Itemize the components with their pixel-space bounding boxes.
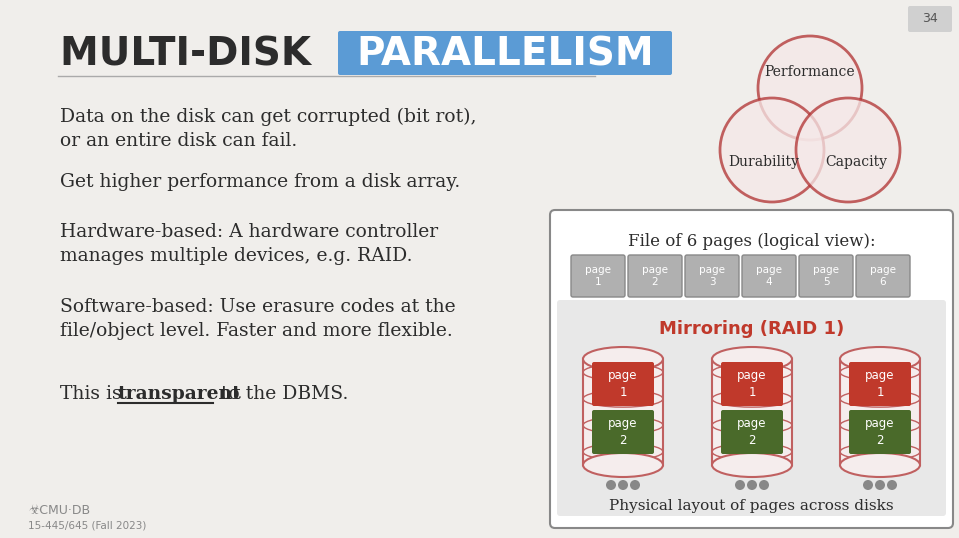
Text: page
2: page 2 bbox=[865, 417, 895, 447]
Text: to the DBMS.: to the DBMS. bbox=[215, 385, 348, 403]
Text: This is: This is bbox=[60, 385, 128, 403]
Text: page
1: page 1 bbox=[585, 265, 611, 287]
FancyBboxPatch shape bbox=[338, 31, 672, 75]
FancyBboxPatch shape bbox=[571, 255, 625, 297]
FancyBboxPatch shape bbox=[856, 255, 910, 297]
Circle shape bbox=[618, 480, 628, 490]
Text: page
4: page 4 bbox=[756, 265, 782, 287]
FancyBboxPatch shape bbox=[742, 255, 796, 297]
Circle shape bbox=[863, 480, 873, 490]
Circle shape bbox=[796, 98, 900, 202]
Text: Software-based: Use erasure codes at the
file/object level. Faster and more flex: Software-based: Use erasure codes at the… bbox=[60, 298, 456, 339]
Circle shape bbox=[606, 480, 616, 490]
Text: page
1: page 1 bbox=[608, 370, 638, 399]
FancyBboxPatch shape bbox=[592, 362, 654, 406]
FancyBboxPatch shape bbox=[550, 210, 953, 528]
FancyBboxPatch shape bbox=[583, 359, 663, 465]
Text: Durability: Durability bbox=[729, 155, 800, 169]
Ellipse shape bbox=[840, 453, 920, 477]
Text: transparent: transparent bbox=[118, 385, 242, 403]
FancyBboxPatch shape bbox=[799, 255, 853, 297]
Text: 34: 34 bbox=[923, 12, 938, 25]
Text: page
2: page 2 bbox=[608, 417, 638, 447]
Text: File of 6 pages (logical view):: File of 6 pages (logical view): bbox=[628, 233, 876, 250]
Text: PARALLELISM: PARALLELISM bbox=[356, 36, 654, 74]
FancyBboxPatch shape bbox=[849, 410, 911, 454]
Ellipse shape bbox=[712, 347, 792, 371]
FancyBboxPatch shape bbox=[592, 410, 654, 454]
Circle shape bbox=[875, 480, 885, 490]
Text: page
1: page 1 bbox=[865, 370, 895, 399]
FancyBboxPatch shape bbox=[712, 359, 792, 465]
Text: Mirroring (RAID 1): Mirroring (RAID 1) bbox=[659, 320, 844, 338]
Text: Capacity: Capacity bbox=[825, 155, 887, 169]
Text: page
2: page 2 bbox=[737, 417, 767, 447]
Text: page
2: page 2 bbox=[642, 265, 668, 287]
Text: page
6: page 6 bbox=[870, 265, 896, 287]
Circle shape bbox=[758, 36, 862, 140]
Circle shape bbox=[735, 480, 745, 490]
FancyBboxPatch shape bbox=[685, 255, 739, 297]
Text: 15-445/645 (Fall 2023): 15-445/645 (Fall 2023) bbox=[28, 520, 147, 530]
Ellipse shape bbox=[583, 453, 663, 477]
Ellipse shape bbox=[583, 347, 663, 371]
Circle shape bbox=[887, 480, 897, 490]
Ellipse shape bbox=[712, 453, 792, 477]
Circle shape bbox=[630, 480, 640, 490]
FancyBboxPatch shape bbox=[557, 300, 946, 516]
Text: Performance: Performance bbox=[764, 65, 855, 79]
FancyBboxPatch shape bbox=[721, 410, 783, 454]
Text: MULTI-DISK: MULTI-DISK bbox=[60, 36, 324, 74]
Text: Data on the disk can get corrupted (bit rot),
or an entire disk can fail.: Data on the disk can get corrupted (bit … bbox=[60, 108, 477, 150]
Text: Hardware-based: A hardware controller
manages multiple devices, e.g. RAID.: Hardware-based: A hardware controller ma… bbox=[60, 223, 438, 265]
FancyBboxPatch shape bbox=[628, 255, 682, 297]
Ellipse shape bbox=[840, 347, 920, 371]
Text: page
1: page 1 bbox=[737, 370, 767, 399]
FancyBboxPatch shape bbox=[908, 6, 952, 32]
FancyBboxPatch shape bbox=[721, 362, 783, 406]
FancyBboxPatch shape bbox=[840, 359, 920, 465]
Circle shape bbox=[747, 480, 757, 490]
FancyBboxPatch shape bbox=[849, 362, 911, 406]
Text: ☣CMU·DB: ☣CMU·DB bbox=[28, 504, 90, 517]
Text: Physical layout of pages across disks: Physical layout of pages across disks bbox=[609, 499, 894, 513]
Text: Get higher performance from a disk array.: Get higher performance from a disk array… bbox=[60, 173, 460, 191]
Circle shape bbox=[720, 98, 824, 202]
Text: page
3: page 3 bbox=[699, 265, 725, 287]
Text: page
5: page 5 bbox=[813, 265, 839, 287]
Circle shape bbox=[759, 480, 769, 490]
